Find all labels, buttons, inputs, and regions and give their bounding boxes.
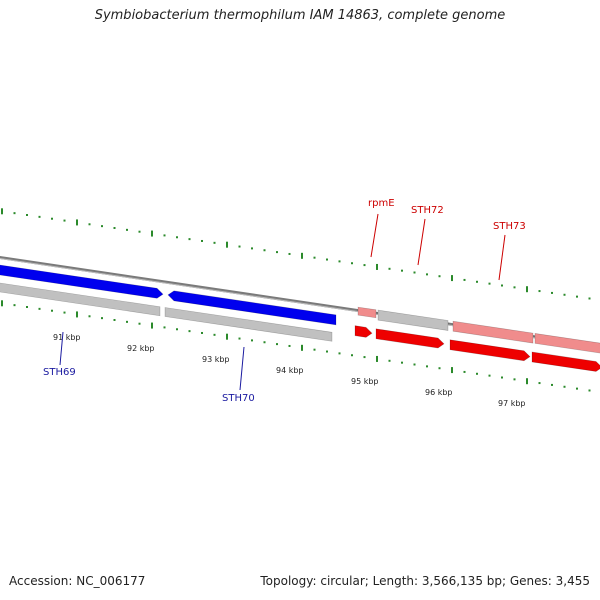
gene-sth70-arrow xyxy=(167,290,337,326)
gene-rpme-light-bar xyxy=(357,306,377,319)
gene-sth73-arrow xyxy=(449,339,531,362)
gene-track-arrow xyxy=(531,351,600,372)
scale-label: 92 kbp xyxy=(127,344,155,353)
scale-label: 93 kbp xyxy=(202,355,230,364)
accession-text: Accession: NC_006177 xyxy=(9,574,146,588)
gene-track-lower-bar xyxy=(164,307,333,342)
scale-label: 96 kbp xyxy=(425,388,453,397)
leader-line-sth73 xyxy=(498,234,506,281)
scale-label: 94 kbp xyxy=(276,366,304,375)
gene-label-rpme: rpmE xyxy=(368,198,395,209)
leader-line-sth72 xyxy=(417,218,426,266)
gene-label-sth69: STH69 xyxy=(43,367,76,378)
leader-line-sth69 xyxy=(59,331,64,366)
scale-label: 95 kbp xyxy=(351,377,379,386)
genome-summary-text: Topology: circular; Length: 3,566,135 bp… xyxy=(260,574,590,588)
gene-label-sth70: STH70 xyxy=(222,393,255,404)
gene-track-upper-bar xyxy=(377,309,449,331)
gene-label-sth73: STH73 xyxy=(493,221,526,232)
gene-label-sth72: STH72 xyxy=(411,205,444,216)
gene-rpme-arrow xyxy=(354,325,373,338)
scale-label: 91 kbp xyxy=(53,333,81,342)
gene-sth69-arrow xyxy=(0,264,164,299)
gene-track-upper-bar xyxy=(534,333,600,354)
leader-line-sth70 xyxy=(239,346,245,391)
gene-sth72-arrow xyxy=(375,328,445,349)
scale-label: 97 kbp xyxy=(498,399,526,408)
leader-line-rpme xyxy=(370,213,379,258)
map-title: Symbiobacterium thermophilum IAM 14863, … xyxy=(94,8,506,23)
gene-track-lower-bar xyxy=(0,282,161,317)
gene-sth73-light-bar xyxy=(452,320,534,344)
